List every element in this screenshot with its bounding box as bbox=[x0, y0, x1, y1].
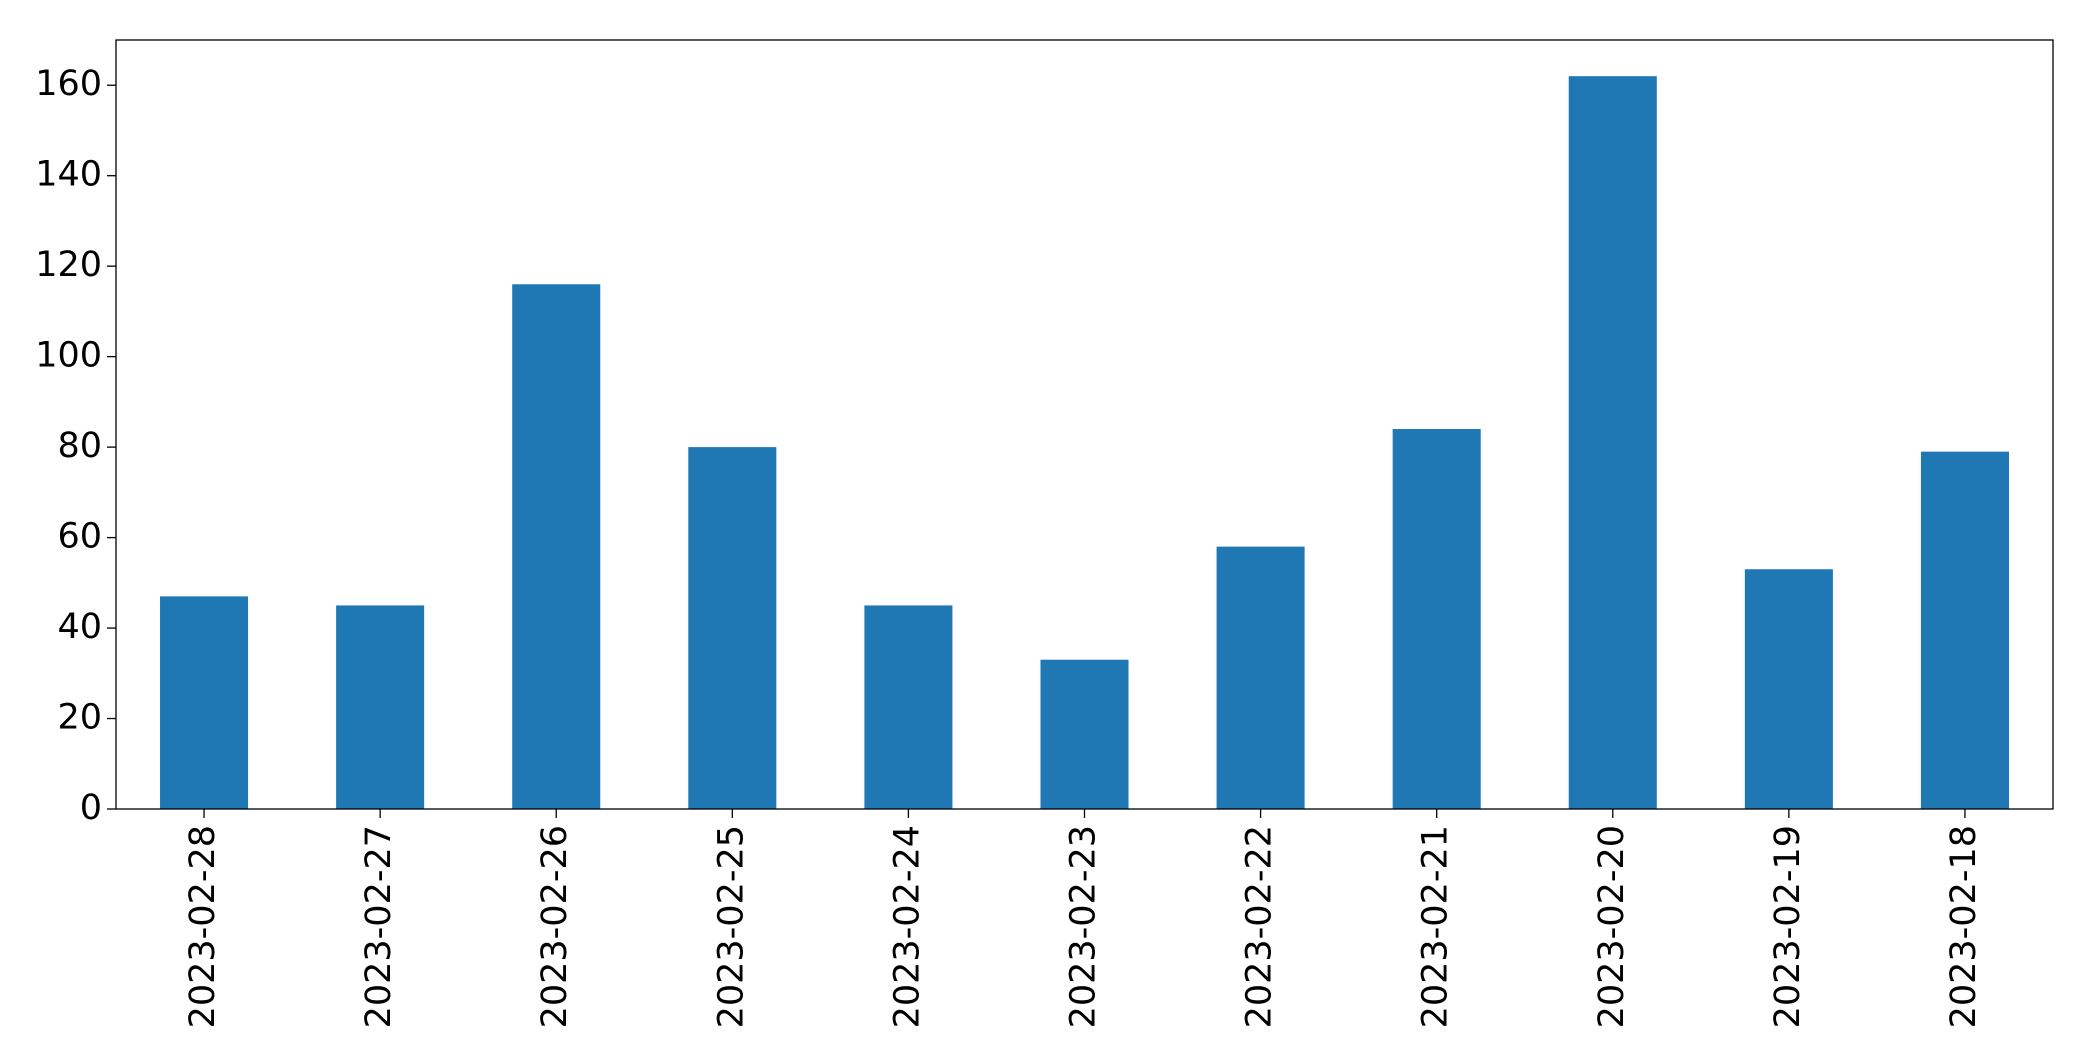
y-tick-label: 120 bbox=[35, 245, 102, 285]
bar bbox=[864, 605, 953, 809]
x-tick-label: 2023-02-24 bbox=[887, 825, 927, 1028]
x-tick-label: 2023-02-23 bbox=[1064, 825, 1104, 1028]
bar bbox=[160, 596, 249, 809]
y-tick-label: 80 bbox=[57, 426, 102, 466]
bar bbox=[1744, 569, 1833, 809]
x-tick-label: 2023-02-26 bbox=[535, 825, 575, 1028]
y-tick-label: 40 bbox=[57, 607, 102, 647]
bar bbox=[512, 284, 601, 809]
x-tick-label: 2023-02-27 bbox=[359, 825, 399, 1028]
x-tick-label: 2023-02-28 bbox=[183, 825, 223, 1028]
x-tick-label: 2023-02-22 bbox=[1240, 825, 1280, 1028]
y-tick-label: 0 bbox=[80, 788, 102, 828]
bar bbox=[1040, 659, 1129, 809]
bar bbox=[1568, 76, 1657, 809]
plot-frame bbox=[115, 39, 2054, 810]
x-tick-label: 2023-02-20 bbox=[1592, 825, 1632, 1028]
x-tick-label: 2023-02-25 bbox=[711, 825, 751, 1028]
y-tick-label: 60 bbox=[57, 517, 102, 557]
x-tick-label: 2023-02-21 bbox=[1416, 825, 1456, 1028]
bar bbox=[1920, 451, 2009, 809]
bar bbox=[688, 447, 777, 809]
bar bbox=[1392, 429, 1481, 809]
x-tick-label: 2023-02-19 bbox=[1768, 825, 1808, 1028]
y-tick-label: 140 bbox=[35, 155, 102, 195]
bar bbox=[1216, 546, 1305, 809]
y-tick-label: 160 bbox=[35, 64, 102, 104]
y-tick-label: 100 bbox=[35, 336, 102, 376]
bar bbox=[336, 605, 425, 809]
x-tick-label: 2023-02-18 bbox=[1944, 825, 1984, 1028]
y-tick-label: 20 bbox=[57, 698, 102, 738]
